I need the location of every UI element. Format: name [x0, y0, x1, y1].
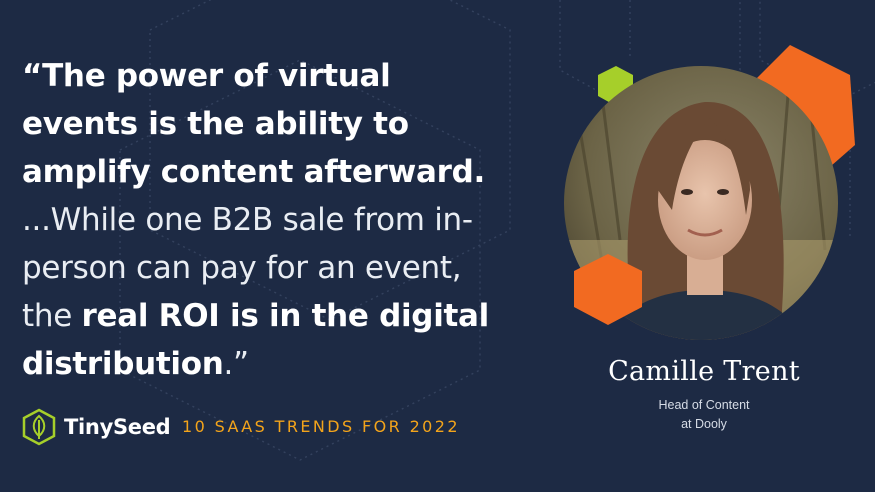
speaker-name: Camille Trent	[608, 356, 800, 387]
quote-bold-lead: The power of virtual events is the abili…	[22, 58, 485, 190]
speaker-title-line1: Head of Content	[658, 398, 750, 412]
quote-bold-highlight: real ROI is in the digital distribution	[22, 298, 489, 382]
brand-logo: TinySeed	[22, 407, 171, 447]
orange-hexagon-small	[574, 254, 642, 325]
speaker-portrait	[564, 45, 855, 340]
report-tagline: 10 SAAS TRENDS FOR 2022	[182, 417, 460, 436]
tinyseed-leaf-icon	[22, 408, 56, 446]
pull-quote: “The power of virtual events is the abil…	[22, 52, 492, 388]
quote-body: ...While one B2B sale from in-person can…	[22, 202, 473, 334]
quote-close-mark: .”	[223, 346, 249, 382]
speaker-title: Head of Content at Dooly	[560, 396, 848, 434]
brand-name: TinySeed	[64, 415, 171, 439]
speaker-title-line2: at Dooly	[681, 417, 727, 431]
quote-open-mark: “	[22, 58, 43, 94]
